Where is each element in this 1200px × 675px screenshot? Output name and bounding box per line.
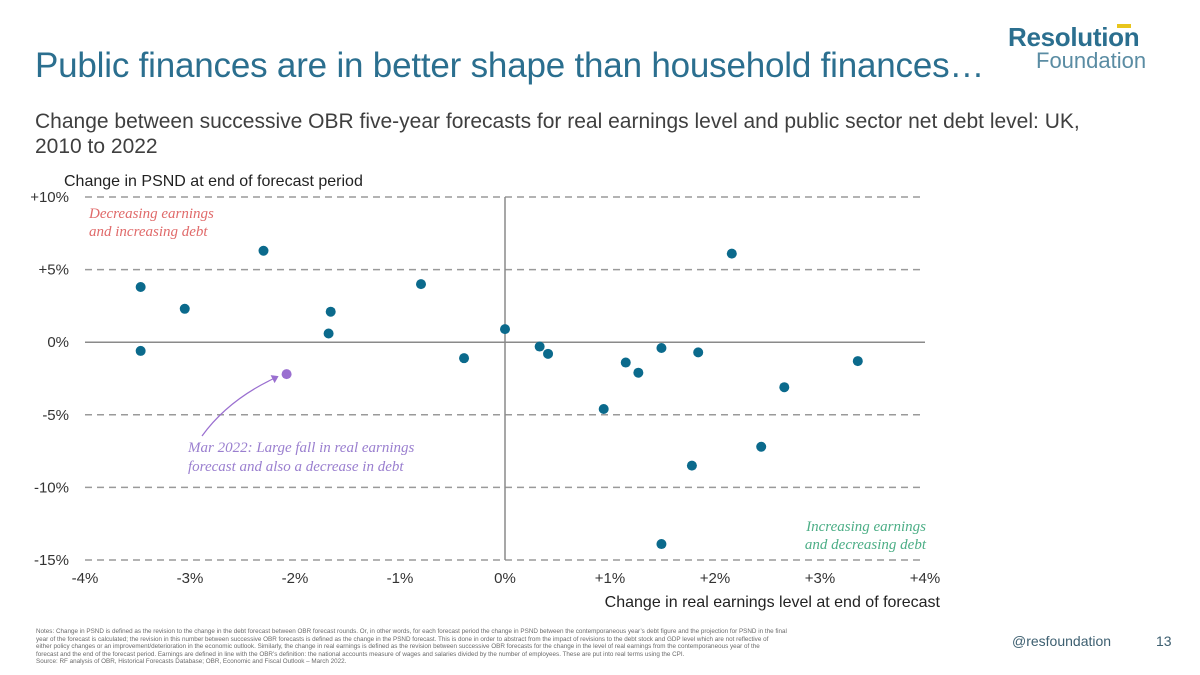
annotation-arrow-head xyxy=(270,375,279,384)
y-tick-label: +5% xyxy=(39,262,69,279)
data-point xyxy=(534,341,545,352)
data-point-highlight-mar-2022 xyxy=(281,369,292,380)
page-number: 13 xyxy=(1156,633,1172,649)
data-point xyxy=(633,367,644,378)
x-tick-label: -3% xyxy=(177,570,204,587)
y-tick-label: +10% xyxy=(30,189,69,206)
annotation-highlight-line2: forecast and also a decrease in debt xyxy=(188,459,404,475)
y-tick-label: -15% xyxy=(34,552,69,569)
x-tick-label: +2% xyxy=(700,570,730,587)
y-axis-title: Change in PSND at end of forecast period xyxy=(64,173,363,190)
data-point xyxy=(598,403,609,414)
data-point xyxy=(852,356,863,367)
x-tick-label: 0% xyxy=(494,570,516,587)
data-point xyxy=(756,441,767,452)
data-point xyxy=(325,306,336,317)
data-point xyxy=(258,245,269,256)
data-point xyxy=(656,539,667,550)
annotation-bottom-right-line1: Increasing earnings xyxy=(805,519,926,535)
x-tick-label: +4% xyxy=(910,570,940,587)
data-point xyxy=(656,343,667,354)
footnote-source: Source: RF analysis of OBR, Historical F… xyxy=(36,658,347,665)
annotation-bottom-right-line2: and decreasing debt xyxy=(805,537,927,553)
x-axis-title: Change in real earnings level at end of … xyxy=(605,594,941,611)
data-point xyxy=(416,279,426,290)
x-tick-label: -1% xyxy=(387,570,414,587)
annotation-arrow-line xyxy=(201,377,275,437)
x-tick-label: +3% xyxy=(805,570,835,587)
data-point xyxy=(779,382,790,393)
annotation-top-left-line2: and increasing debt xyxy=(89,224,208,240)
footnote-line: either policy changes or an improvement/… xyxy=(36,643,760,650)
data-point xyxy=(135,345,146,356)
data-point xyxy=(543,348,554,359)
page-title: Public finances are in better shape than… xyxy=(35,46,985,85)
y-tick-label: 0% xyxy=(47,334,69,351)
data-point xyxy=(323,328,334,339)
annotation-top-left-line1: Decreasing earnings xyxy=(88,206,214,222)
y-tick-label: -5% xyxy=(42,407,69,424)
data-point xyxy=(693,347,704,358)
y-tick-label: -10% xyxy=(34,479,69,496)
data-point xyxy=(179,303,190,314)
logo-accent-mark xyxy=(1117,24,1131,28)
x-tick-label: +1% xyxy=(595,570,625,587)
footnote-line: forecast and the end of the forecast per… xyxy=(36,650,685,658)
twitter-handle: @resfoundation xyxy=(1012,633,1112,649)
footnote-line: year of the forecast is calculated; the … xyxy=(36,635,769,643)
data-point xyxy=(500,324,510,335)
footnotes: Notes: Change in PSND is defined as the … xyxy=(36,628,966,666)
data-point xyxy=(135,282,146,293)
data-point xyxy=(459,353,470,364)
data-point xyxy=(620,357,631,368)
footnote-line: Notes: Change in PSND is defined as the … xyxy=(36,628,787,635)
annotation-highlight-line1: Mar 2022: Large fall in real earnings xyxy=(187,440,415,456)
data-point xyxy=(726,248,737,259)
logo-word-foundation: Foundation xyxy=(1036,48,1147,73)
data-point xyxy=(686,460,697,471)
chart-subtitle: Change between successive OBR five-year … xyxy=(35,110,1080,158)
x-tick-label: -2% xyxy=(282,570,309,587)
resolution-foundation-logo: Resolution Foundation xyxy=(1008,22,1168,74)
scatter-chart: +10% +5% 0% -5% -10% -15%-4% -3% -2% -1% 0% +1% +2%… xyxy=(30,173,941,611)
x-tick-label: -4% xyxy=(72,570,99,587)
